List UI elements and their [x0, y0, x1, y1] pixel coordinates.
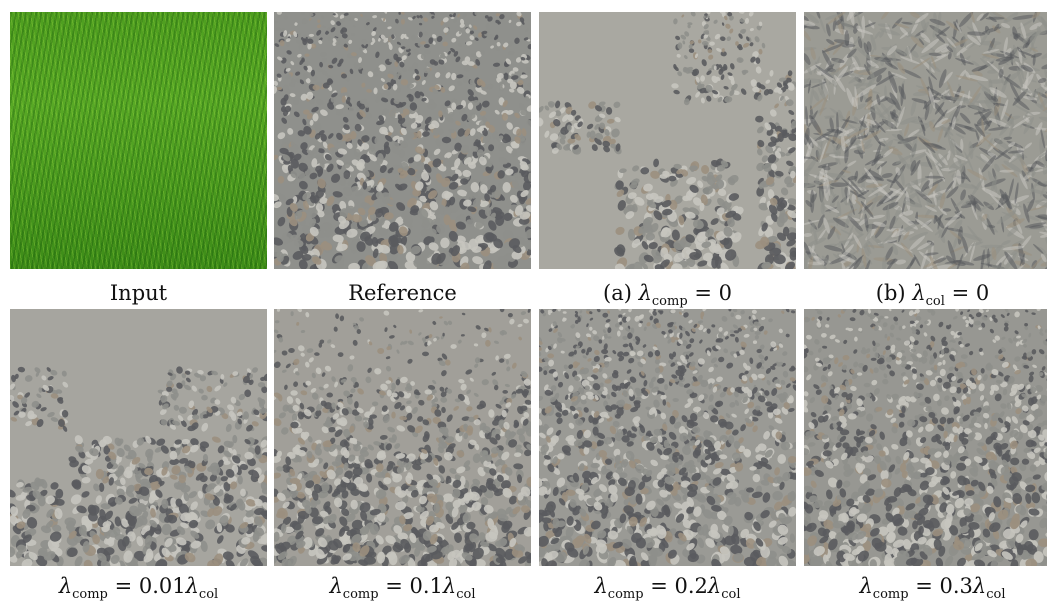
- result-a-image: [539, 12, 796, 269]
- gravel-stone: [422, 352, 429, 357]
- input-grass-image: [10, 12, 267, 269]
- gravel-stone: [372, 402, 378, 407]
- gravel-stone: [304, 54, 309, 57]
- gravel-stone: [201, 395, 208, 401]
- gravel-stone: [363, 182, 368, 190]
- result-01-image: [274, 309, 531, 566]
- gravel-stone: [424, 44, 430, 48]
- gravel-stone: [240, 489, 246, 497]
- gravel-stone: [387, 390, 392, 397]
- result-001-image: [10, 309, 267, 566]
- gravel-stone: [364, 557, 376, 565]
- caption-reference: Reference: [274, 280, 531, 306]
- gravel-stone: [590, 130, 596, 139]
- gravel-stone: [363, 417, 369, 420]
- gravel-stone: [810, 190, 814, 213]
- gravel-stone: [469, 239, 479, 251]
- result-02-image: [539, 309, 796, 566]
- gravel-stone: [453, 488, 461, 498]
- result-b-image: [804, 12, 1047, 269]
- reference-gravel-image: [274, 12, 531, 269]
- gravel-stone: [321, 482, 329, 492]
- gravel-stone: [317, 20, 320, 23]
- gravel-stone: [468, 417, 475, 422]
- gravel-stone: [369, 414, 377, 418]
- caption-input: Input: [10, 280, 267, 306]
